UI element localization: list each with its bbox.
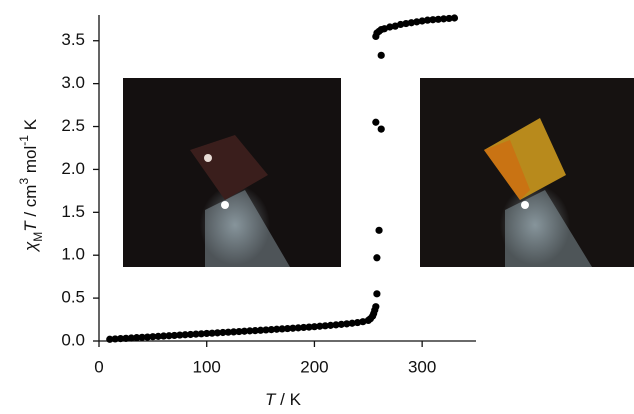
y-tick-label: 1.5	[61, 202, 85, 221]
x-axis-title: T / K	[265, 390, 302, 409]
point	[373, 254, 380, 261]
x-tick-label: 0	[94, 357, 103, 376]
y-tick-label: 1.0	[61, 245, 85, 264]
point	[451, 14, 458, 21]
y-axis-title: χMT / cm3 mol-1 K	[17, 118, 45, 253]
y-tick-label: 0.0	[61, 330, 85, 349]
y-title-part: χ	[21, 241, 40, 253]
point	[372, 303, 379, 310]
point	[373, 290, 380, 297]
y-title-part: mol	[21, 146, 40, 178]
y-title-part: -1	[17, 135, 31, 146]
x-title-part: / K	[275, 390, 301, 409]
x-tick-label: 200	[300, 357, 328, 376]
y-tick-label: 0.5	[61, 288, 85, 307]
y-title-part: / cm	[21, 185, 40, 222]
point	[372, 119, 379, 126]
y-title-part: M	[31, 232, 45, 242]
point	[375, 227, 382, 234]
y-tick-label: 3.5	[61, 30, 85, 49]
x-tick-label: 300	[408, 357, 436, 376]
y-tick-label: 2.0	[61, 159, 85, 178]
photo-high-temperature	[420, 78, 634, 267]
photo-low-temperature	[123, 78, 341, 267]
chart: T / K χMT / cm3 mol-1 K 0.0 0.5 1.0 1.5 2.0 2…	[0, 0, 634, 414]
x-tick-label: 100	[193, 357, 221, 376]
y-title-part: K	[21, 118, 40, 135]
y-tick-label: 2.5	[61, 116, 85, 135]
point	[378, 52, 385, 59]
point	[378, 126, 385, 133]
y-tick-label: 3.0	[61, 73, 85, 92]
